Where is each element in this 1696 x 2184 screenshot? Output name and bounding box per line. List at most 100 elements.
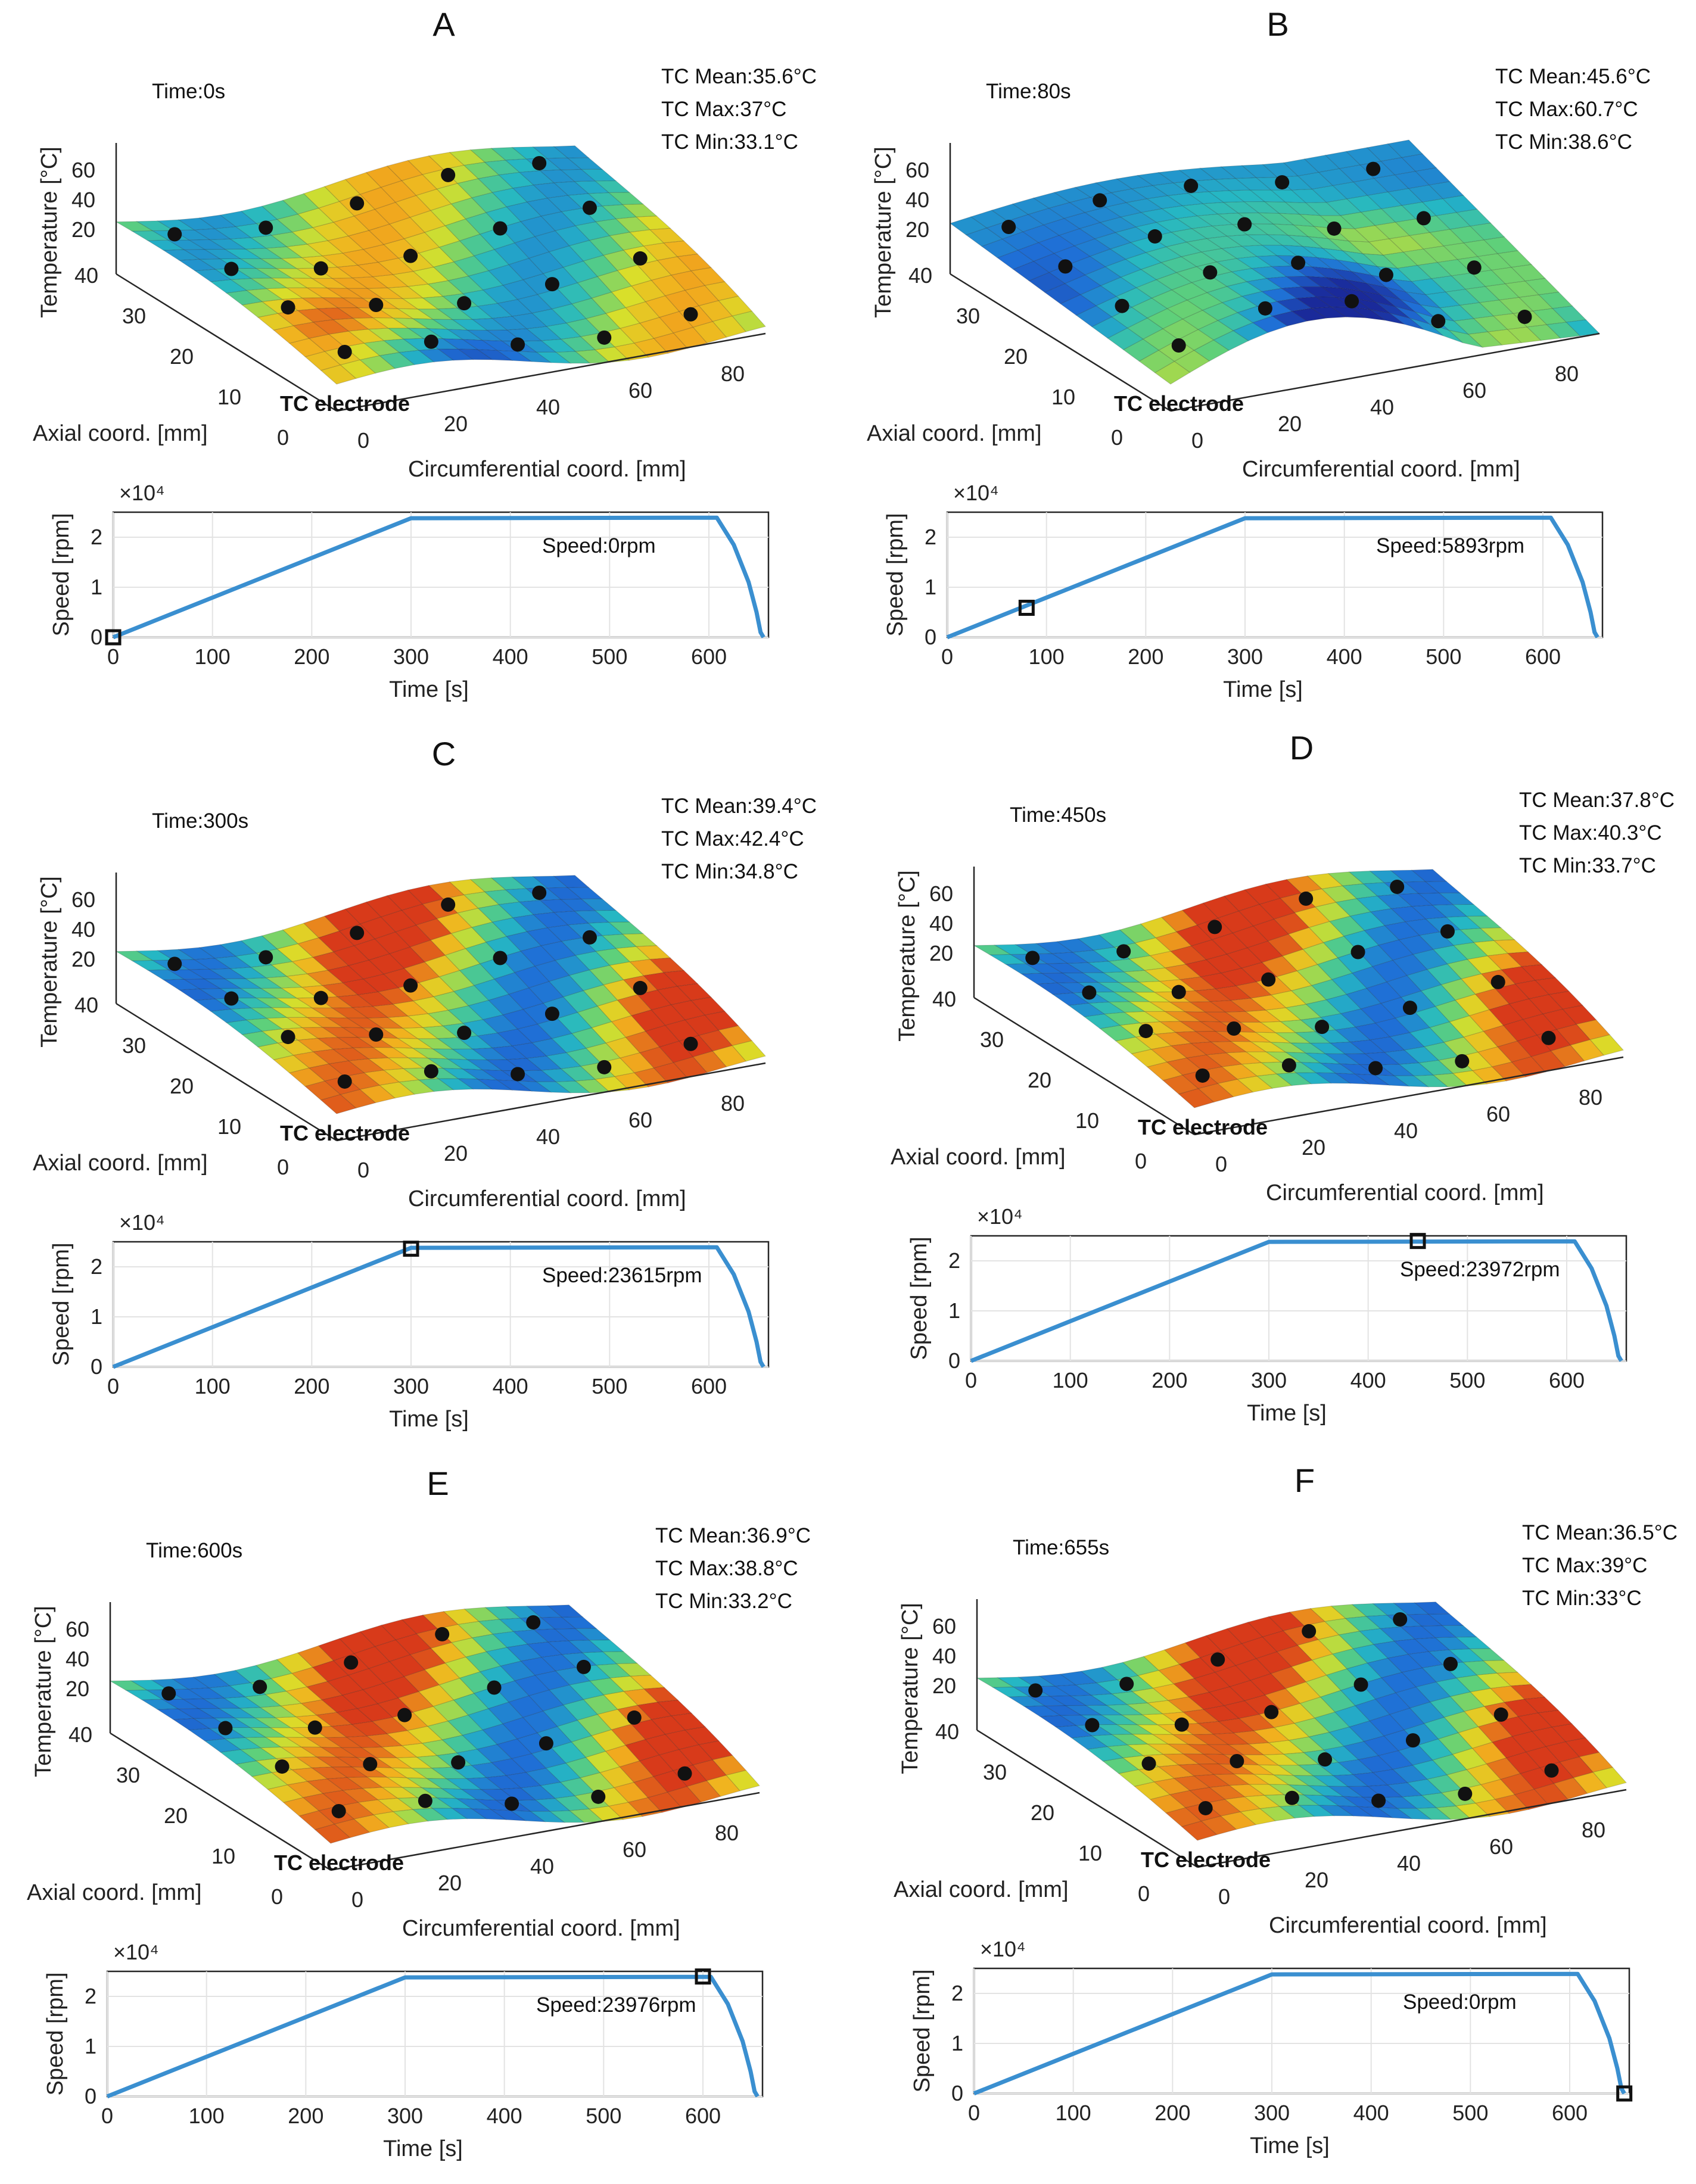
thermocouple-dot [1184, 179, 1199, 194]
thermocouple-dot [1315, 1020, 1330, 1035]
speed-chart: 0 100 200 300 400 500 600 0 1 2 ×10⁴ Speed:23976rpm… [43, 1940, 764, 2161]
temperature-surface [949, 139, 1601, 385]
temperature-surface [975, 1602, 1627, 1841]
thermocouple-dot [451, 1755, 466, 1770]
thermocouple-dot [1025, 951, 1040, 965]
panel-letter: A [432, 5, 455, 43]
time-axis-label: Time [s] [389, 1407, 469, 1432]
thermocouple-dot [1345, 294, 1359, 309]
thermocouple-dot [331, 1803, 346, 1818]
panel-letter: B [1266, 5, 1289, 43]
circ-tick: 20 [1302, 1135, 1325, 1160]
time-label: Time:600s [146, 1539, 242, 1562]
temperature-surface [114, 875, 767, 1114]
panel-letter: E [427, 1465, 449, 1502]
thermocouple-dot [576, 1659, 591, 1674]
axial-axis-line [116, 273, 337, 412]
thermocouple-dot [1378, 267, 1393, 282]
time-tick: 300 [393, 644, 429, 669]
speed-tick: 2 [91, 525, 102, 549]
thermocouple-dot [1171, 338, 1186, 353]
time-tick: 200 [1152, 1368, 1187, 1392]
speed-tick: 1 [948, 1298, 960, 1323]
tc-electrode-label: TC electrode [280, 1121, 410, 1145]
thermocouple-dot [1198, 1800, 1213, 1815]
axial-axis-label: Axial coord. [mm] [27, 1880, 202, 1905]
temp-tick: 60 [71, 887, 95, 912]
temp-tick: 40 [932, 1644, 956, 1668]
circ-axis-line [1194, 1056, 1624, 1136]
thermocouple-dot [1291, 256, 1306, 270]
speed-axis-label: Speed [rpm] [43, 1973, 68, 2096]
circ-tick: 80 [721, 1091, 745, 1116]
thermocouple-dot [1402, 1001, 1417, 1015]
time-tick: 300 [1227, 644, 1263, 669]
temperature-surface [114, 145, 767, 385]
speed-axis-label: Speed [rpm] [910, 1970, 935, 2093]
time-tick: 500 [592, 644, 627, 669]
thermocouple-dot [1208, 920, 1222, 934]
temp-tick: 40 [71, 917, 95, 942]
speed-tick: 1 [91, 1304, 102, 1329]
thermocouple-dot [1119, 1677, 1134, 1691]
speed-exponent: ×10⁴ [119, 1210, 165, 1235]
thermocouple-dot [253, 1680, 267, 1694]
thermocouple-dot [582, 200, 597, 215]
time-tick: 600 [1549, 1368, 1585, 1392]
thermocouple-dot [1544, 1763, 1559, 1778]
axial-tick: 10 [217, 385, 241, 409]
circ-tick: 20 [444, 412, 468, 436]
thermocouple-dot [1327, 221, 1342, 236]
thermocouple-dot [1028, 1683, 1043, 1698]
thermocouple-dot [532, 886, 547, 901]
temp-tick: 60 [66, 1617, 89, 1641]
thermocouple-dot [1493, 1707, 1508, 1722]
speed-series-line [106, 1974, 760, 2099]
time-tick: 0 [101, 2104, 113, 2128]
speed-axis-label: Speed [rpm] [883, 513, 908, 637]
circ-tick: 20 [1278, 412, 1302, 436]
speed-exponent: ×10⁴ [980, 1937, 1026, 1961]
speed-chart: 0 100 200 300 400 500 600 0 1 2 ×10⁴ Speed:0rpm Spee… [910, 1937, 1633, 2158]
thermocouple-dot [337, 1074, 352, 1089]
time-tick: 400 [1350, 1368, 1386, 1392]
thermocouple-dot [281, 300, 295, 315]
time-tick: 400 [493, 1374, 528, 1398]
thermocouple-dot [505, 1796, 519, 1811]
time-tick: 0 [941, 644, 953, 669]
time-tick: 200 [288, 2104, 323, 2128]
tc-mean-label: TC Mean:39.4°C [661, 795, 817, 818]
thermocouple-dot [597, 1060, 612, 1074]
axial-tick: 20 [1004, 344, 1028, 369]
thermocouple-dot [218, 1721, 233, 1736]
thermocouple-dot [1093, 193, 1107, 208]
thermocouple-dot [1082, 985, 1097, 1000]
thermocouple-dot [511, 337, 525, 352]
speed-plot-frame [970, 1235, 1627, 1362]
circ-tick: 20 [1305, 1868, 1328, 1892]
speed-axis-label: Speed [rpm] [907, 1237, 932, 1360]
thermocouple-dot [259, 220, 273, 235]
speed-exponent: ×10⁴ [113, 1940, 159, 1964]
time-tick: 0 [107, 1374, 119, 1398]
speed-readout: Speed:23615rpm [542, 1264, 702, 1287]
thermocouple-dot [1115, 298, 1129, 313]
speed-readout: Speed:5893rpm [1376, 534, 1524, 557]
speed-tick: 2 [85, 1984, 97, 2008]
time-tick: 300 [1251, 1368, 1287, 1392]
thermocouple-dot [397, 1708, 412, 1722]
time-tick: 0 [965, 1368, 977, 1392]
time-label: Time:80s [986, 80, 1071, 103]
time-tick: 200 [1154, 2101, 1190, 2125]
thermocouple-dot [1138, 1024, 1153, 1039]
thermocouple-dot [1237, 217, 1252, 232]
thermocouple-dot [1299, 891, 1314, 906]
thermocouple-dot [435, 1627, 450, 1641]
axial-tick: 20 [1031, 1800, 1054, 1825]
time-label: Time:655s [1013, 1536, 1109, 1559]
time-tick: 600 [1552, 2101, 1588, 2125]
current-time-marker [1616, 2085, 1633, 2102]
thermocouple-dot [1275, 175, 1290, 190]
tc-max-label: TC Max:37°C [661, 98, 786, 121]
axial-tick: 10 [1078, 1841, 1102, 1865]
